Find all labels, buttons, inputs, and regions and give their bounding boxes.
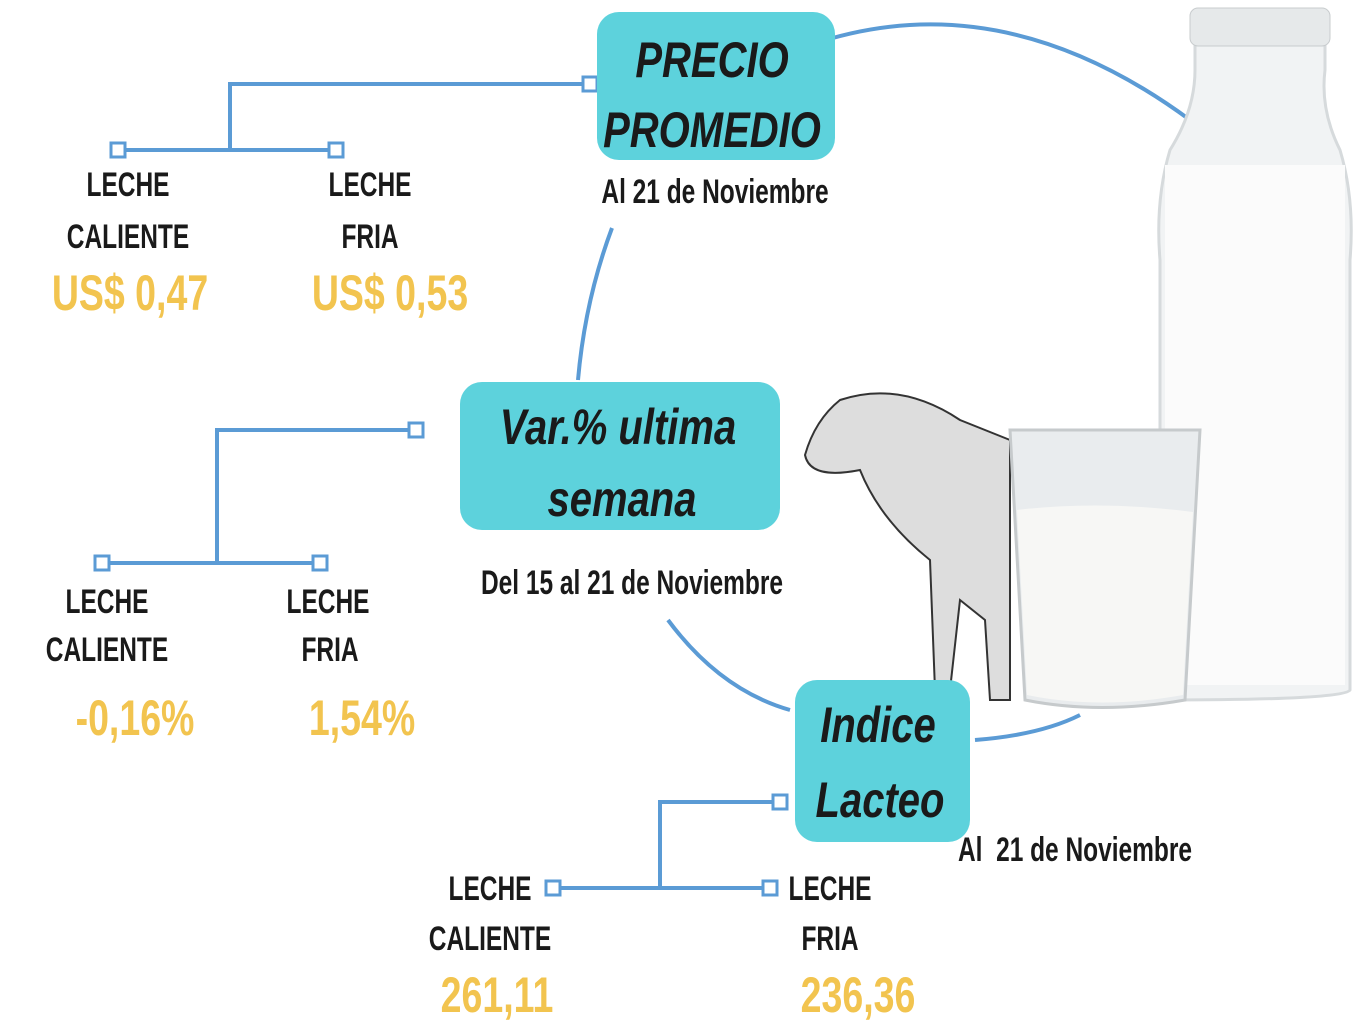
section-title: PROMEDIO [603, 105, 821, 155]
section-title: Indice [820, 700, 936, 750]
item-value: 1,54% [309, 693, 415, 743]
node [409, 423, 423, 437]
item-label: FRIA [341, 220, 398, 254]
arc [578, 228, 612, 380]
section-title: Lacteo [816, 775, 945, 825]
page: PRECIO PROMEDIO Al 21 de Noviembre LECHE… [0, 0, 1355, 1026]
section-subtitle: Al 21 de Noviembre [958, 833, 1192, 867]
item-label: LECHE [66, 585, 149, 619]
item-value: 261,11 [441, 970, 554, 1020]
item-label: CALIENTE [46, 633, 168, 667]
arc [810, 24, 1190, 120]
node [763, 881, 777, 895]
item-label: LECHE [329, 168, 412, 202]
milk-illustration [805, 8, 1351, 708]
item-value: US$ 0,47 [52, 268, 208, 318]
connector [118, 84, 590, 150]
item-label: FRIA [801, 922, 858, 956]
item-label: LECHE [287, 585, 370, 619]
section-title: semana [548, 474, 697, 524]
section-subtitle: Del 15 al 21 de Noviembre [481, 566, 783, 600]
node [329, 143, 343, 157]
item-label: FRIA [301, 633, 358, 667]
node [583, 77, 597, 91]
item-value: -0,16% [76, 693, 195, 743]
node [546, 881, 560, 895]
item-label: CALIENTE [429, 922, 551, 956]
node [111, 143, 125, 157]
item-value: US$ 0,53 [312, 268, 468, 318]
connector [553, 802, 780, 888]
item-label: CALIENTE [67, 220, 189, 254]
arc [668, 620, 790, 710]
connector [102, 430, 416, 563]
item-value: 236,36 [801, 970, 916, 1020]
node [95, 556, 109, 570]
arc [975, 715, 1080, 740]
section-title: Var.% ultima [500, 402, 736, 452]
section-title: PRECIO [635, 35, 788, 85]
item-label: LECHE [789, 872, 872, 906]
item-label: LECHE [87, 168, 170, 202]
item-label: LECHE [449, 872, 532, 906]
node [313, 556, 327, 570]
node [773, 795, 787, 809]
section-subtitle: Al 21 de Noviembre [601, 175, 828, 209]
